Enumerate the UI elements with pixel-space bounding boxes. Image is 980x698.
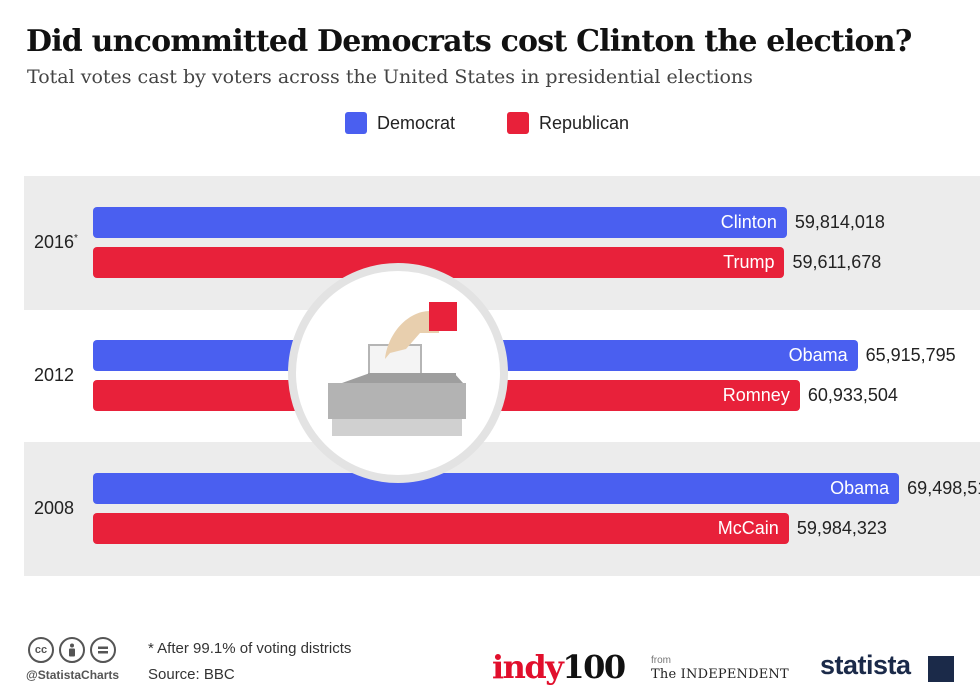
year-label-2008: 2008 (34, 498, 75, 518)
legend-label-democrat: Democrat (377, 112, 456, 133)
value-label-2012-obama: 65,915,795 (865, 345, 956, 365)
from-label: from (651, 655, 671, 666)
license-icons: cc (28, 637, 116, 663)
year-label-2016: 2016* (34, 232, 78, 252)
bar-label-2008-obama: Obama (830, 478, 890, 498)
bar-label-2016-clinton: Clinton (720, 212, 777, 232)
legend-label-republican: Republican (539, 112, 630, 133)
chart-subtitle: Total votes cast by voters across the Un… (27, 66, 753, 88)
ballot-box-icon (288, 263, 508, 483)
statista-handle: @StatistaCharts (26, 668, 120, 682)
statista-logo: statista (820, 650, 911, 680)
value-label-2008-obama: 69,498,516 (907, 478, 980, 498)
legend-item-republican: Republican (507, 112, 629, 134)
bar-2016-clinton: Clinton (93, 207, 787, 238)
source: Source: BBC (148, 666, 235, 683)
bar-label-2008-mccain: McCain (717, 518, 779, 538)
legend-swatch-republican (507, 112, 529, 134)
band-2008 (24, 442, 980, 576)
value-label-2016-clinton: 59,814,018 (794, 212, 885, 232)
bar-2008-obama: Obama (93, 473, 900, 504)
bar-label-2012-romney: Romney (722, 385, 790, 405)
band-2016 (24, 176, 980, 310)
chart-title: Did uncommitted Democrats cost Clinton t… (26, 24, 912, 59)
value-label-2012-romney: 60,933,504 (807, 385, 898, 405)
ballot-box-illustration (288, 263, 508, 483)
footnote: * After 99.1% of voting districts (148, 640, 352, 657)
value-label-2016-trump: 59,611,678 (792, 252, 882, 272)
legend-swatch-democrat (345, 112, 367, 134)
no-derivatives-icon (90, 637, 116, 663)
creative-commons-icon: cc (28, 637, 54, 663)
bar-2008-mccain: McCain (93, 513, 789, 544)
attribution-icon (59, 637, 85, 663)
year-label-2012: 2012 (34, 365, 75, 385)
bar-label-2016-trump: Trump (723, 252, 775, 272)
statista-logo-mark (928, 656, 954, 682)
bar-label-2012-obama: Obama (788, 345, 848, 365)
value-label-2008-mccain: 59,984,323 (796, 518, 887, 538)
independent-logo: The INDEPENDENT (651, 667, 789, 682)
indy100-logo: indy100 (492, 648, 626, 686)
legend: Democrat Republican (0, 112, 980, 138)
legend-item-democrat: Democrat (345, 112, 455, 134)
